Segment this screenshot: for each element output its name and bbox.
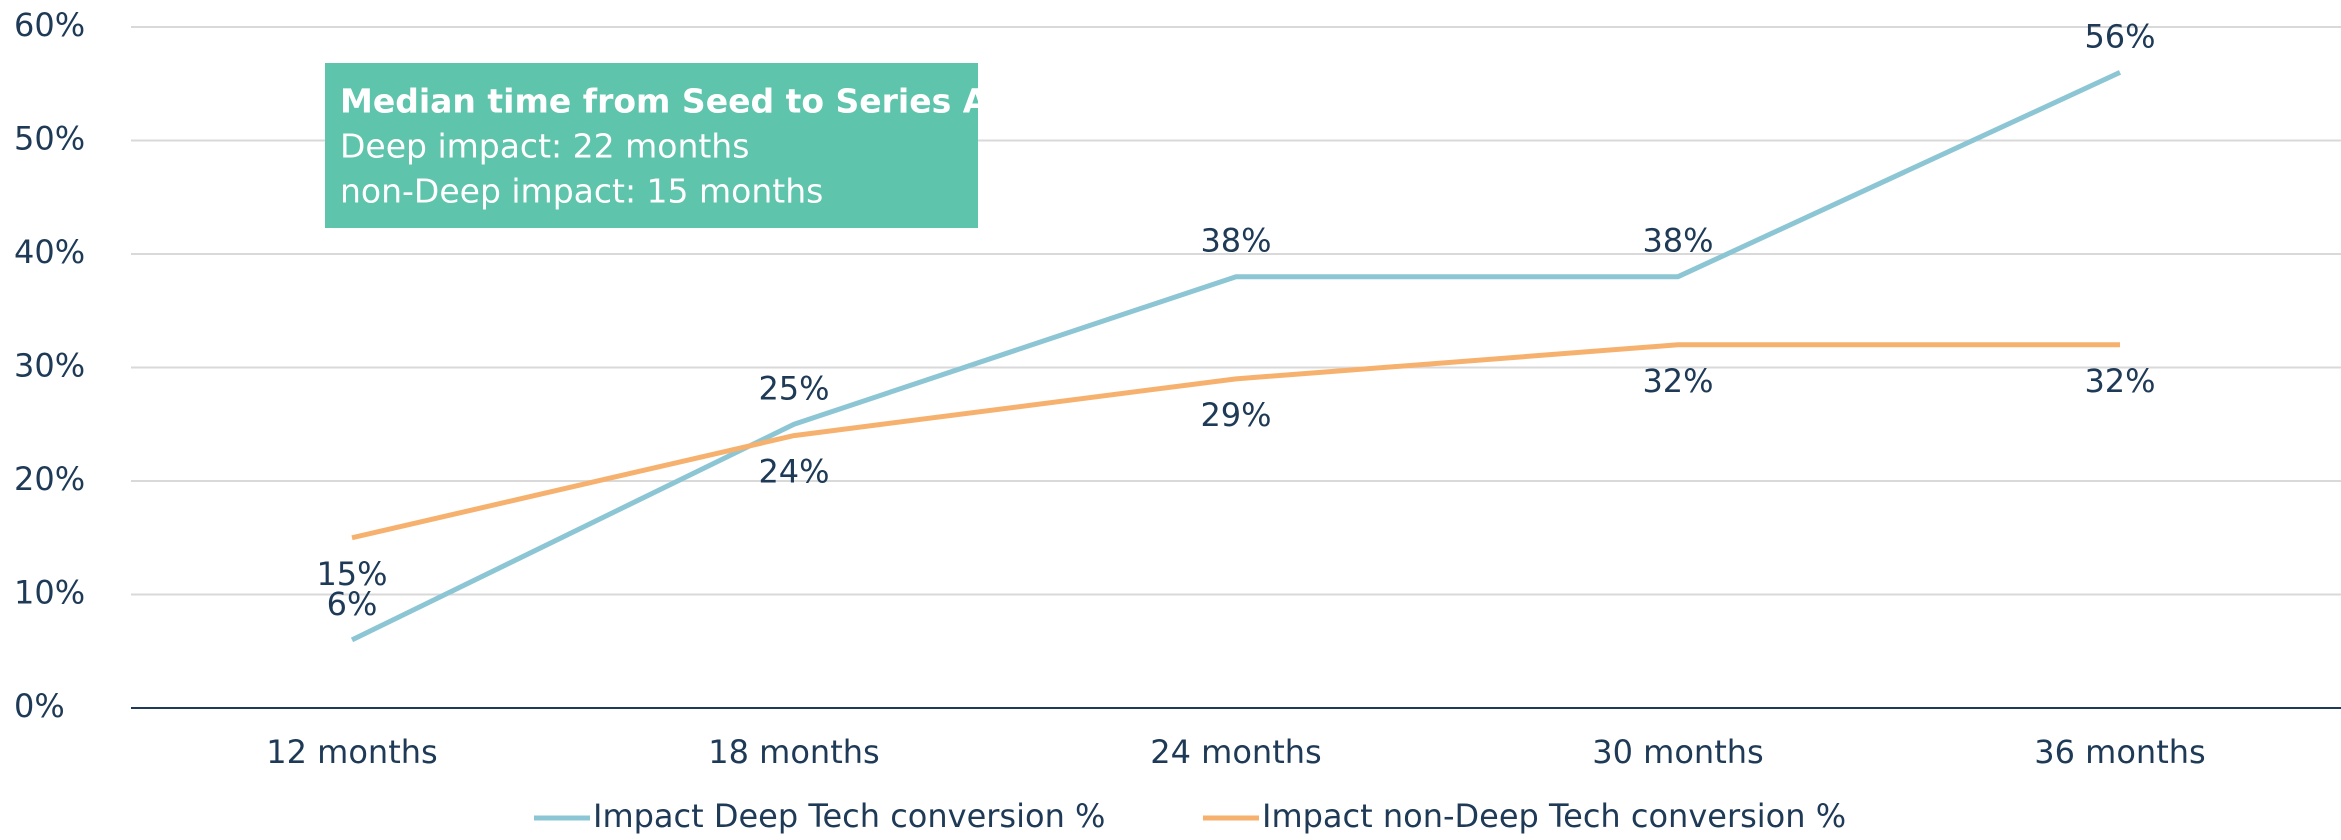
x-tick-label: 12 months xyxy=(266,733,437,771)
data-label: 15% xyxy=(316,555,387,593)
data-label: 38% xyxy=(1642,222,1713,260)
y-tick-label: 40% xyxy=(14,233,85,271)
y-tick-label: 20% xyxy=(14,460,85,498)
data-label: 24% xyxy=(758,453,829,491)
annotation-box xyxy=(325,63,978,228)
x-tick-label: 18 months xyxy=(708,733,879,771)
data-label: 25% xyxy=(758,369,829,407)
data-label: 32% xyxy=(2084,362,2155,400)
x-tick-label: 24 months xyxy=(1150,733,1321,771)
y-tick-label: 10% xyxy=(14,574,85,612)
x-tick-label: 30 months xyxy=(1592,733,1763,771)
y-tick-label: 0% xyxy=(14,687,65,725)
x-tick-label: 36 months xyxy=(2034,733,2205,771)
data-label: 56% xyxy=(2084,17,2155,55)
y-tick-label: 30% xyxy=(14,347,85,385)
annotation-line: non-Deep impact: 15 months xyxy=(340,172,823,211)
annotation-title: Median time from Seed to Series A: xyxy=(340,82,1002,121)
series-line xyxy=(350,70,2122,643)
data-label: 29% xyxy=(1200,396,1271,434)
data-label: 6% xyxy=(327,585,378,623)
legend-label: Impact non-Deep Tech conversion % xyxy=(1262,797,1846,835)
y-tick-label: 60% xyxy=(14,6,85,44)
legend-label: Impact Deep Tech conversion % xyxy=(593,797,1105,835)
annotation-line: Deep impact: 22 months xyxy=(340,127,749,166)
series-line xyxy=(351,342,2120,541)
data-label: 32% xyxy=(1642,362,1713,400)
data-label: 38% xyxy=(1200,222,1271,260)
y-tick-label: 50% xyxy=(14,120,85,158)
